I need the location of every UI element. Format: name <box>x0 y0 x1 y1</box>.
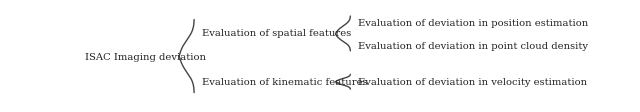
Text: Evaluation of deviation in point cloud density: Evaluation of deviation in point cloud d… <box>358 42 588 51</box>
Text: Evaluation of kinematic features: Evaluation of kinematic features <box>202 77 367 86</box>
Text: Evaluation of deviation in position estimation: Evaluation of deviation in position esti… <box>358 18 588 27</box>
Text: Evaluation of deviation in velocity estimation: Evaluation of deviation in velocity esti… <box>358 77 587 86</box>
Text: ISAC Imaging deviation: ISAC Imaging deviation <box>85 52 206 61</box>
Text: Evaluation of spatial features: Evaluation of spatial features <box>202 29 351 38</box>
